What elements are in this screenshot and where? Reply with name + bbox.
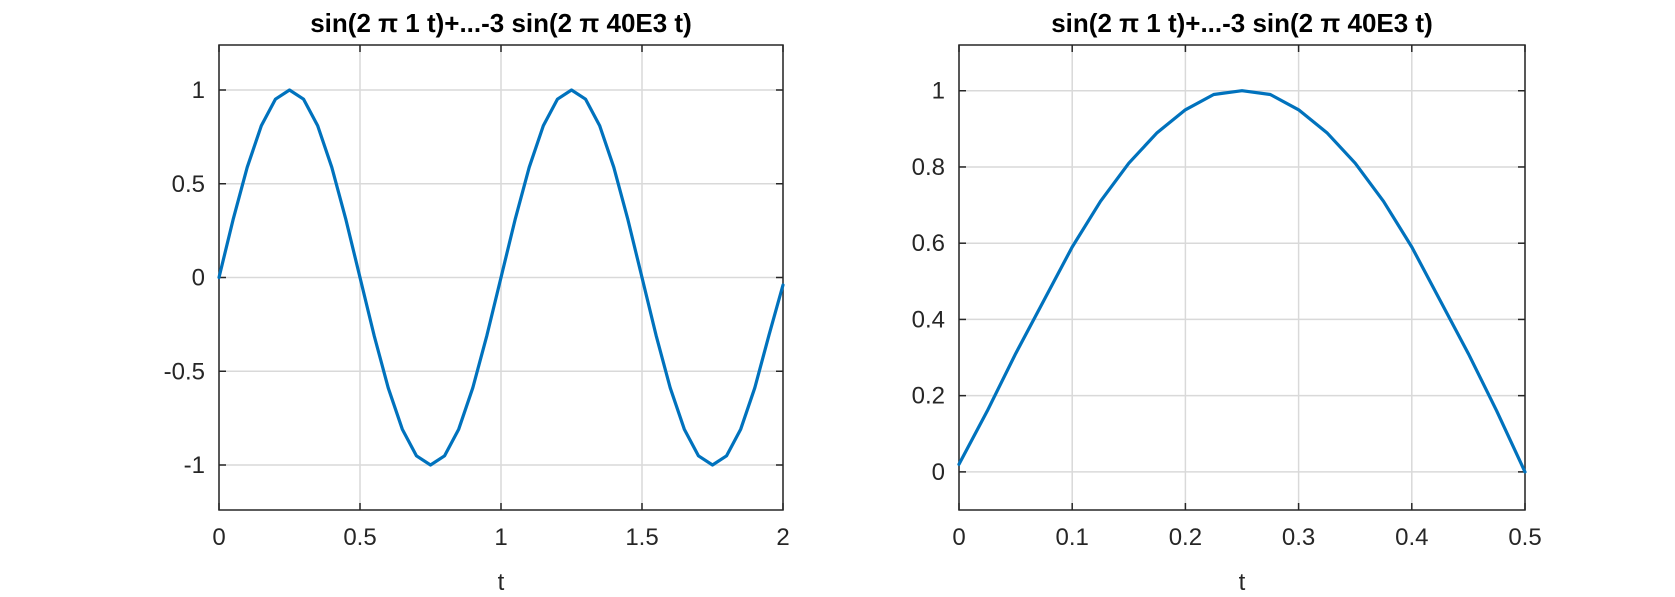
plot-frame (958, 44, 1526, 511)
y-tick-label: 0.2 (912, 383, 945, 410)
x-tick-label: 0.5 (343, 524, 376, 551)
y-tick-label: 1 (932, 78, 945, 105)
chart-title: sin(2 π 1 t)+...-3 sin(2 π 40E3 t) (310, 8, 692, 38)
x-tick-label: 0 (212, 524, 225, 551)
tick-marks (218, 45, 784, 510)
y-tick-label: 0.4 (912, 306, 945, 333)
x-tick-labels: 0 0.1 0.2 0.3 0.4 0.5 (952, 524, 1541, 551)
y-tick-label: 0 (192, 265, 205, 292)
y-tick-label: -0.5 (164, 358, 205, 385)
grid-lines (958, 45, 1526, 510)
chart-right: sin(2 π 1 t)+...-3 sin(2 π 40E3 t) 0 0.1 0… (912, 8, 1542, 596)
y-tick-label: -1 (184, 452, 205, 479)
x-tick-labels: 0 0.5 1 1.5 2 (212, 524, 789, 551)
x-tick-label: 0.3 (1282, 524, 1315, 551)
x-tick-label: 0.5 (1508, 524, 1541, 551)
y-tick-label: 1 (192, 77, 205, 104)
x-tick-label: 0.4 (1395, 524, 1428, 551)
x-tick-label: 0.1 (1056, 524, 1089, 551)
series-line (217, 88, 785, 467)
y-tick-label: 0 (932, 459, 945, 486)
chart-left: sin(2 π 1 t)+...-3 sin(2 π 40E3 t) 0 0.5 1… (164, 8, 790, 596)
tick-marks (958, 45, 1526, 510)
x-axis-label: t (498, 569, 505, 596)
x-tick-label: 2 (776, 524, 789, 551)
x-tick-label: 0.2 (1169, 524, 1202, 551)
series-line (957, 89, 1527, 474)
y-tick-labels: -1 -0.5 0 0.5 1 (164, 77, 205, 479)
x-tick-label: 0 (952, 524, 965, 551)
y-tick-label: 0.6 (912, 230, 945, 257)
x-tick-label: 1 (494, 524, 507, 551)
y-tick-labels: 0 0.2 0.4 0.6 0.8 1 (912, 78, 945, 486)
x-tick-label: 1.5 (625, 524, 658, 551)
y-tick-label: 0.8 (912, 154, 945, 181)
x-axis-label: t (1239, 569, 1246, 596)
chart-title: sin(2 π 1 t)+...-3 sin(2 π 40E3 t) (1051, 8, 1433, 38)
y-tick-label: 0.5 (172, 171, 205, 198)
